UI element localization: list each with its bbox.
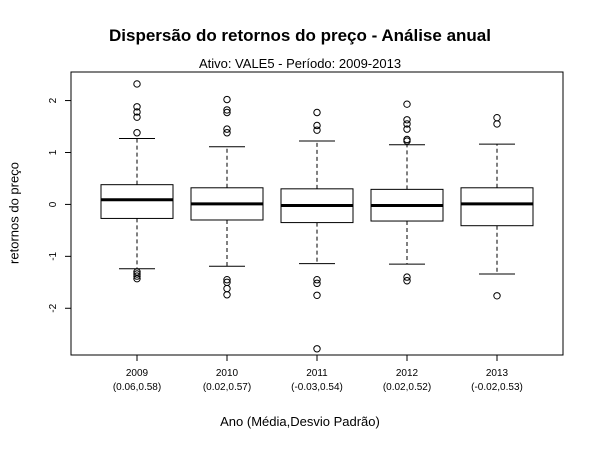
chart-title: Dispersão do retornos do preço - Análise… bbox=[109, 26, 491, 45]
x-tick-sublabel: (0.02,0.57) bbox=[203, 382, 251, 393]
outlier-point bbox=[313, 345, 321, 353]
y-tick-label: -1 bbox=[48, 251, 59, 260]
x-tick-label: 2010 bbox=[216, 368, 239, 379]
y-tick-label: 2 bbox=[48, 97, 59, 103]
y-tick-label: -2 bbox=[48, 303, 59, 312]
x-tick-label: 2012 bbox=[396, 368, 419, 379]
outlier-point bbox=[403, 116, 411, 124]
outlier-point bbox=[493, 292, 501, 300]
x-axis-label: Ano (Média,Desvio Padrão) bbox=[220, 414, 380, 429]
chart-subtitle: Ativo: VALE5 - Período: 2009-2013 bbox=[198, 56, 402, 71]
outlier-point bbox=[313, 121, 321, 130]
outlier-point bbox=[133, 272, 141, 280]
outlier-point bbox=[493, 120, 501, 128]
outlier-point bbox=[133, 113, 141, 121]
outlier-point bbox=[313, 108, 321, 117]
outlier-point bbox=[223, 95, 231, 104]
outlier-point bbox=[133, 103, 141, 111]
outlier-point bbox=[223, 129, 231, 137]
iqr-box bbox=[460, 187, 534, 227]
outlier-point bbox=[403, 277, 411, 285]
outlier-point bbox=[223, 106, 231, 114]
outlier-point bbox=[223, 276, 231, 284]
outlier-point bbox=[403, 100, 411, 108]
outlier-point bbox=[133, 108, 141, 116]
x-tick-sublabel: (-0.02,0.53) bbox=[471, 382, 523, 393]
y-tick-label: 0 bbox=[48, 201, 59, 207]
outlier-point bbox=[223, 284, 231, 293]
x-tick-label: 2009 bbox=[126, 368, 149, 379]
outlier-point bbox=[403, 273, 411, 281]
outlier-point bbox=[403, 125, 411, 133]
x-tick-label: 2011 bbox=[306, 368, 328, 379]
outlier-point bbox=[313, 126, 321, 134]
outlier-point bbox=[313, 291, 321, 299]
iqr-box bbox=[100, 184, 174, 219]
outlier-point bbox=[403, 137, 411, 145]
x-tick-label: 2013 bbox=[486, 368, 509, 379]
outlier-point bbox=[133, 80, 141, 88]
y-tick-label: 1 bbox=[48, 149, 59, 155]
outlier-point bbox=[133, 270, 141, 278]
outlier-point bbox=[223, 291, 231, 299]
outlier-point bbox=[133, 274, 141, 283]
outlier-point bbox=[133, 129, 141, 137]
outlier-point bbox=[223, 108, 231, 117]
x-tick-sublabel: (0.02,0.52) bbox=[383, 382, 431, 393]
outlier-point bbox=[313, 276, 321, 284]
outlier-point bbox=[223, 125, 231, 133]
outlier-point bbox=[313, 279, 321, 288]
x-tick-sublabel: (-0.03,0.54) bbox=[291, 382, 343, 393]
outlier-point bbox=[403, 120, 411, 128]
x-tick-sublabel: (0.06,0.58) bbox=[113, 382, 161, 393]
outlier-point bbox=[493, 113, 501, 122]
